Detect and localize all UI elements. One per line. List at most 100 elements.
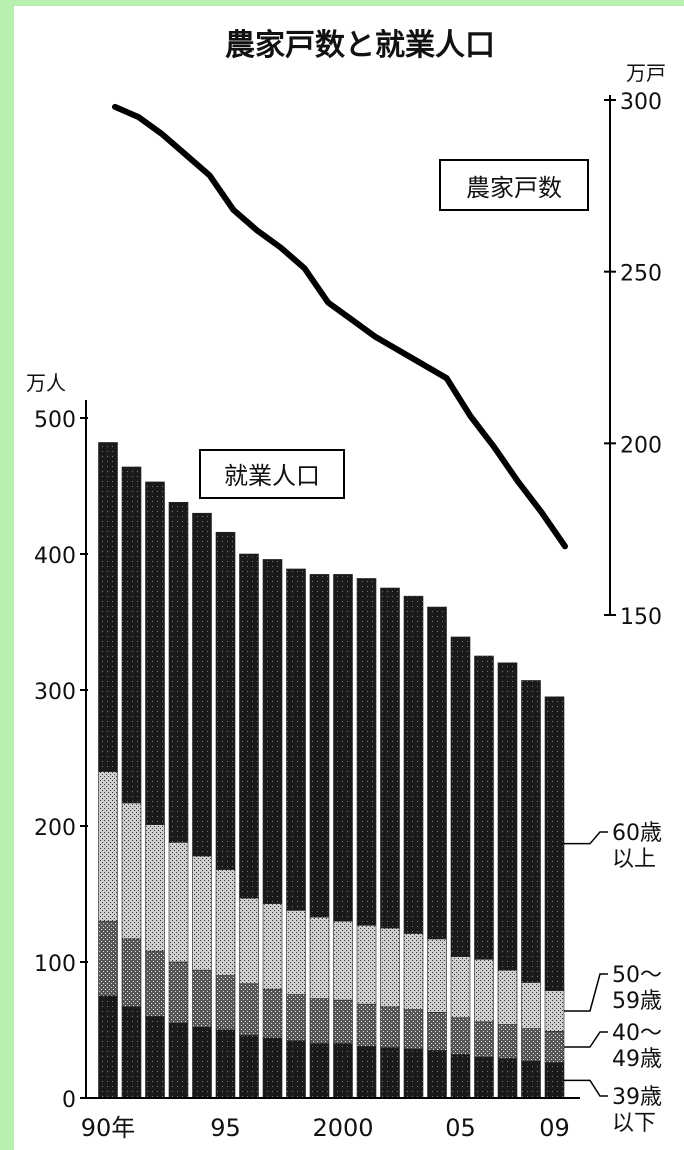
bar-segment (380, 927, 400, 1008)
line-point (159, 131, 165, 137)
line-point (515, 478, 521, 484)
bar-segment (98, 995, 118, 1099)
bar-segment (427, 606, 447, 940)
bar-segment (192, 1026, 212, 1099)
line-path (112, 103, 568, 550)
right-tick-label: 300 (620, 90, 662, 115)
bar-segment (450, 956, 471, 1019)
stack-label: 50～ (612, 963, 662, 988)
bar-segment (98, 771, 118, 922)
bar-segment (544, 696, 565, 991)
bar-segment (239, 983, 259, 1036)
bar-1994 (192, 512, 212, 1099)
bar-segment (98, 920, 118, 997)
bar-segment (145, 481, 165, 825)
bar-segment (427, 1050, 447, 1099)
line-point (444, 375, 450, 381)
bar-segment (121, 938, 142, 1008)
bars (98, 442, 565, 1099)
line-point (396, 348, 402, 354)
line-point (207, 173, 213, 179)
line-point (491, 444, 497, 450)
stack-label: 以上 (612, 847, 656, 872)
bar-segment (544, 990, 565, 1032)
bar-segment (168, 961, 189, 1024)
line-point (183, 152, 189, 158)
bar-segment (356, 578, 377, 926)
bar-segment (450, 1017, 471, 1055)
bar-segment (544, 1062, 565, 1099)
bar-2006 (474, 655, 494, 1099)
bar-segment (497, 1058, 518, 1099)
bar-segment (121, 802, 142, 940)
line-point (254, 227, 260, 233)
bar-1998 (286, 568, 306, 1099)
bar-segment (380, 1047, 400, 1099)
bar-1995 (215, 531, 236, 1099)
bar-segment (215, 531, 236, 870)
bar-2003 (403, 595, 424, 1099)
bar-segment (356, 924, 377, 1005)
left-axis: 万人 0 100 200 300 400 500 (26, 371, 88, 1113)
bar-2008 (521, 680, 541, 1099)
bar-segment (497, 969, 518, 1025)
line-label: 農家戸数 (466, 174, 562, 202)
bar-segment (286, 994, 306, 1042)
bar-segment (403, 1048, 424, 1099)
bar-segment (309, 1043, 330, 1099)
x-axis-labels: 90年 95 2000 05 09 (81, 1114, 570, 1142)
chart-title: 農家戸数と就業人口 (225, 28, 495, 63)
bar-segment (474, 958, 494, 1023)
bar-segment (497, 1024, 518, 1059)
left-axis-unit: 万人 (26, 371, 66, 395)
x-tick-label: 90年 (81, 1114, 136, 1142)
stack-label: 39歳 (612, 1085, 662, 1110)
bars-label-box: 就業人口 (199, 449, 345, 499)
stack-label: 49歳 (612, 1047, 662, 1072)
stack-leader (564, 831, 608, 845)
bar-segment (286, 910, 306, 995)
bar-segment (145, 950, 165, 1017)
bar-2001 (356, 578, 377, 1099)
bar-segment (497, 662, 518, 971)
bar-segment (521, 1028, 541, 1062)
bar-segment (239, 553, 259, 899)
line-point (325, 300, 331, 306)
bar-segment (121, 466, 142, 804)
bar-segment (474, 1021, 494, 1058)
line-label-box: 農家戸数 (439, 159, 589, 211)
bar-segment (450, 1054, 471, 1099)
bar-1992 (145, 481, 165, 1099)
bar-segment (380, 1006, 400, 1048)
line-point (230, 207, 236, 213)
bar-segment (286, 1040, 306, 1099)
bar-segment (262, 1037, 283, 1099)
bar-1999 (309, 574, 330, 1099)
bar-segment (262, 988, 283, 1039)
stack-label: 59歳 (612, 989, 662, 1014)
line-point (112, 104, 118, 110)
bar-segment (215, 869, 236, 976)
bar-segment (168, 1022, 189, 1099)
bar-segment (380, 587, 400, 929)
right-axis: 万戸 150 200 250 300 (604, 61, 666, 630)
line-point (562, 543, 568, 549)
bar-segment (239, 1035, 259, 1099)
bar-segment (192, 855, 212, 971)
bar-2004 (427, 606, 447, 1099)
bar-2000 (333, 574, 353, 1099)
bar-segment (403, 595, 424, 934)
stack-label: 40～ (612, 1021, 662, 1046)
line-point (136, 114, 142, 120)
bar-1991 (121, 466, 142, 1099)
bar-segment (192, 969, 212, 1028)
bar-2009 (544, 696, 565, 1099)
bar-segment (450, 636, 471, 957)
bar-segment (121, 1006, 142, 1099)
bar-segment (286, 568, 306, 911)
bar-segment (333, 574, 353, 922)
bar-segment (262, 903, 283, 990)
x-tick-label: 09 (539, 1114, 570, 1142)
